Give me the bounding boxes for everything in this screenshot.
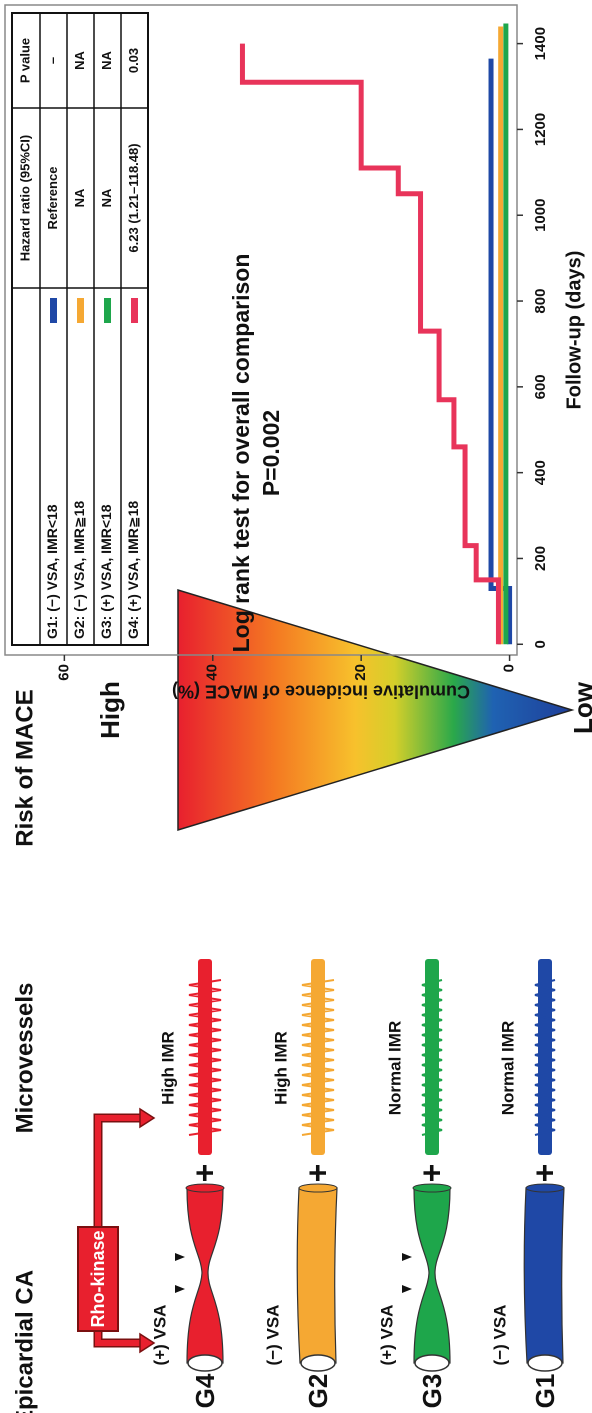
x-tick-label: 0 [532, 640, 549, 648]
legend-label: G4: (+) VSA, IMR≧18 [125, 501, 141, 639]
y-tick-label: 0 [501, 664, 518, 672]
microvessel-coil [301, 979, 335, 1136]
plus-sign: + [526, 1164, 562, 1183]
annotation: Log rank test for overall comparison [228, 254, 254, 653]
hazard-ratio: 6.23 (1.21–118.48) [126, 143, 141, 252]
legend-label: G3: (+) VSA, IMR<18 [98, 504, 114, 639]
vsa-arrow [175, 1253, 185, 1261]
vsa-label: (−) VSA [490, 1305, 509, 1366]
vessel-end [298, 1183, 338, 1193]
y-tick-label: 20 [352, 664, 369, 681]
vessel-lumen [527, 1354, 563, 1372]
vessel-end [525, 1183, 565, 1193]
vessel [296, 1187, 338, 1364]
vessel [523, 1187, 565, 1364]
group-label: G2 [303, 1374, 333, 1409]
x-tick-label: 400 [532, 460, 549, 485]
microvessel-coil [421, 979, 443, 1136]
x-tick-label: 1400 [532, 27, 549, 60]
vsa-label: (+) VSA [150, 1305, 169, 1366]
annotation: P=0.002 [258, 410, 284, 496]
rho-kinase-label: Rho-kinase [88, 1230, 108, 1327]
plot-frame [4, 4, 518, 656]
x-tick-label: 800 [532, 289, 549, 314]
hazard-ratio: NA [72, 188, 87, 207]
column-header: Risk of MACE [11, 689, 38, 846]
km-curve [239, 43, 501, 645]
vessel-lumen [187, 1354, 223, 1372]
vessel-lumen [414, 1354, 450, 1372]
vessel-lumen [300, 1354, 336, 1372]
plus-sign: + [186, 1164, 222, 1183]
hazard-ratio: Reference [45, 167, 60, 230]
legend-label: G1: (−) VSA, IMR<18 [44, 504, 60, 639]
y-axis-label: Cumulative incidence of MACE (%) [172, 681, 470, 701]
table-frame [11, 12, 149, 646]
p-value: NA [99, 51, 114, 70]
microvessel-coil [188, 979, 222, 1136]
column-header: Epicardial CA [11, 1270, 38, 1413]
y-tick-label: 60 [55, 664, 72, 681]
risk-high: High [95, 681, 125, 739]
risk-triangle [177, 588, 575, 832]
arrow [95, 1328, 142, 1346]
y-tick-label: 40 [204, 664, 221, 681]
vessel [413, 1187, 451, 1364]
table-header: Hazard ratio (95%CI) [17, 135, 32, 261]
p-value: NA [72, 51, 87, 70]
microvessel-coil [534, 979, 556, 1136]
risk-low: Low [568, 681, 592, 734]
arrow-head [139, 1332, 156, 1354]
group-label: G1 [530, 1374, 560, 1409]
plus-sign: + [299, 1164, 335, 1183]
x-tick-label: 1200 [532, 113, 549, 146]
rotated-content: Epicardial CA Microvessels Risk of MACE Rho… [4, 4, 592, 1413]
x-tick-label: 200 [532, 546, 549, 571]
vessel-end [185, 1183, 225, 1193]
imr-label: Normal IMR [385, 1021, 404, 1115]
p-value: 0.03 [126, 48, 141, 73]
arrow [93, 1113, 142, 1228]
table-header: P value [17, 38, 32, 83]
x-tick-label: 600 [532, 374, 549, 399]
group-label: G3 [417, 1374, 447, 1409]
imr-label: High IMR [271, 1031, 290, 1105]
x-tick-label: 1000 [532, 199, 549, 232]
arrow [95, 1115, 142, 1228]
legend-label: G2: (−) VSA, IMR≧18 [71, 501, 87, 639]
column-header: Microvessels [11, 983, 38, 1134]
vessel-end [412, 1183, 452, 1193]
rho-kinase-box [77, 1226, 119, 1332]
hazard-ratio: NA [99, 188, 114, 207]
arrow-head [139, 1107, 156, 1129]
vsa-arrow [402, 1285, 412, 1293]
p-value: – [45, 57, 60, 64]
imr-label: High IMR [158, 1031, 177, 1105]
vessel [186, 1187, 224, 1364]
plus-sign: + [413, 1164, 449, 1183]
x-axis-label: Follow-up (days) [563, 251, 585, 410]
imr-label: Normal IMR [498, 1021, 517, 1115]
vsa-arrow [402, 1253, 412, 1261]
vsa-label: (+) VSA [377, 1305, 396, 1366]
vsa-label: (−) VSA [263, 1305, 282, 1366]
vsa-arrow [175, 1285, 185, 1293]
group-label: G4 [190, 1373, 220, 1408]
